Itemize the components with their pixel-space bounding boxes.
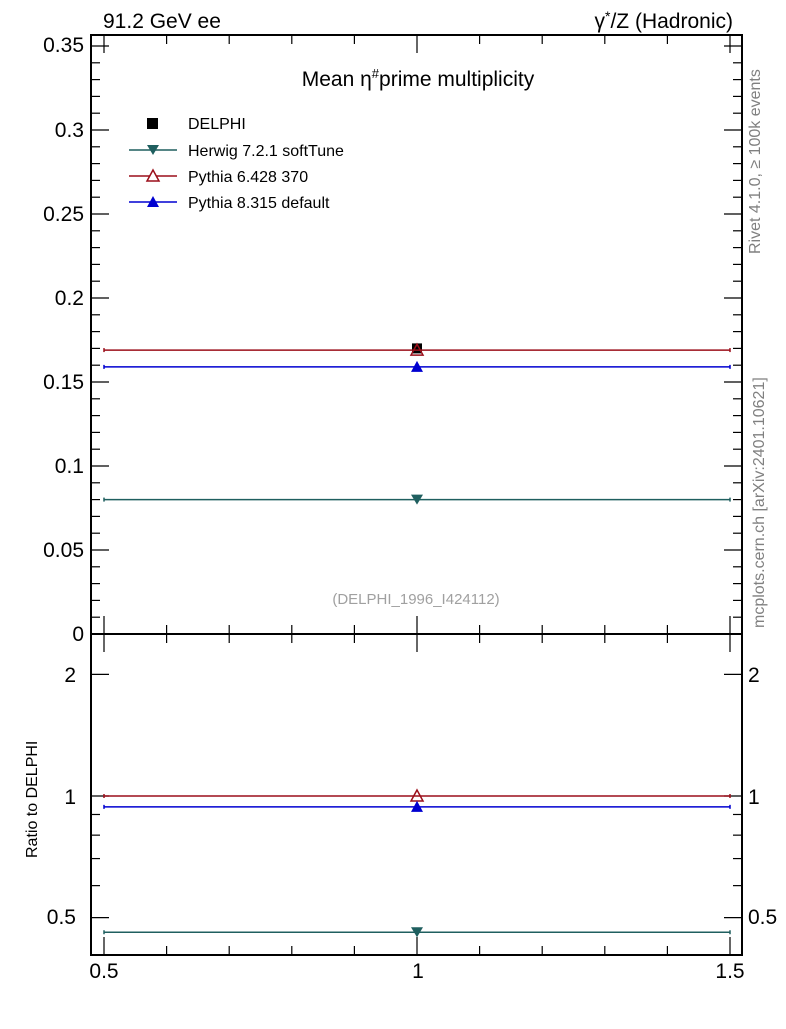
- process-label-gamma: γ: [595, 10, 606, 33]
- y-tick-label-0.25: 0.25: [43, 203, 84, 226]
- legend-marker-herwig: [147, 145, 159, 155]
- legend-marker-delphi: [147, 118, 158, 129]
- x-tick-label-1.5: 1.5: [715, 960, 744, 983]
- ratio-point-pythia8: [411, 800, 423, 812]
- ratio-y-tick-label-0.5-left: 0.5: [47, 906, 76, 929]
- main-title: Mean η#prime multiplicity: [302, 66, 535, 91]
- process-label: γ*/Z (Hadronic): [595, 8, 733, 33]
- reference-id-label: (DELPHI_1996_I424112): [332, 591, 499, 608]
- main-title-hash: #: [372, 66, 380, 81]
- ratio-y-tick-label-1-left: 1: [64, 786, 76, 809]
- ratio-y-axis-label: Ratio to DELPHI: [24, 741, 41, 858]
- rivet-version-label: Rivet 4.1.0, ≥ 100k events: [747, 69, 764, 254]
- data-marks: [103, 342, 731, 938]
- main-point-pythia8: [411, 360, 423, 372]
- main-point-herwig: [411, 494, 423, 505]
- legend-label-delphi: DELPHI: [188, 116, 246, 133]
- ratio-y-tick-label-2-right: 2: [748, 664, 760, 687]
- main-title-rest: prime multiplicity: [379, 68, 535, 91]
- x-tick-label-1: 1: [412, 960, 424, 983]
- legend-label-pythia8: Pythia 8.315 default: [188, 195, 330, 212]
- ratio-point-herwig: [411, 927, 423, 938]
- ratio-y-tick-label-1-right: 1: [748, 786, 760, 809]
- y-tick-label-0.2: 0.2: [55, 287, 84, 310]
- axis-ticks: [91, 35, 742, 955]
- legend-label-herwig: Herwig 7.2.1 softTune: [188, 143, 344, 160]
- legend-marker-pythia8: [147, 196, 159, 207]
- x-tick-label-0.5: 0.5: [89, 960, 118, 983]
- ratio-panel-frame: [90, 633, 743, 956]
- y-tick-label-0.15: 0.15: [43, 371, 84, 394]
- main-title-eta: Mean η: [302, 68, 372, 91]
- y-tick-label-0.05: 0.05: [43, 539, 84, 562]
- y-tick-label-0: 0: [72, 623, 84, 646]
- y-tick-label-0.1: 0.1: [55, 455, 84, 478]
- y-tick-label-0.35: 0.35: [43, 34, 84, 57]
- ratio-y-tick-label-0.5-right: 0.5: [748, 906, 777, 929]
- main-point-pythia6: [409, 342, 425, 356]
- legend: DELPHI Herwig 7.2.1 softTune Pythia 6.42…: [129, 116, 344, 212]
- process-label-star: *: [605, 8, 611, 24]
- legend-label-pythia6: Pythia 6.428 370: [188, 169, 308, 186]
- legend-marker-pythia6: [145, 168, 161, 182]
- energy-label: 91.2 GeV ee: [103, 10, 221, 33]
- mcplots-label: mcplots.cern.ch [arXiv:2401.10621]: [751, 377, 768, 628]
- process-label-rest: /Z (Hadronic): [610, 10, 733, 33]
- main-point-delphi: [412, 343, 422, 354]
- y-tick-label-0.3: 0.3: [55, 119, 84, 142]
- ratio-y-tick-label-2-left: 2: [64, 664, 76, 687]
